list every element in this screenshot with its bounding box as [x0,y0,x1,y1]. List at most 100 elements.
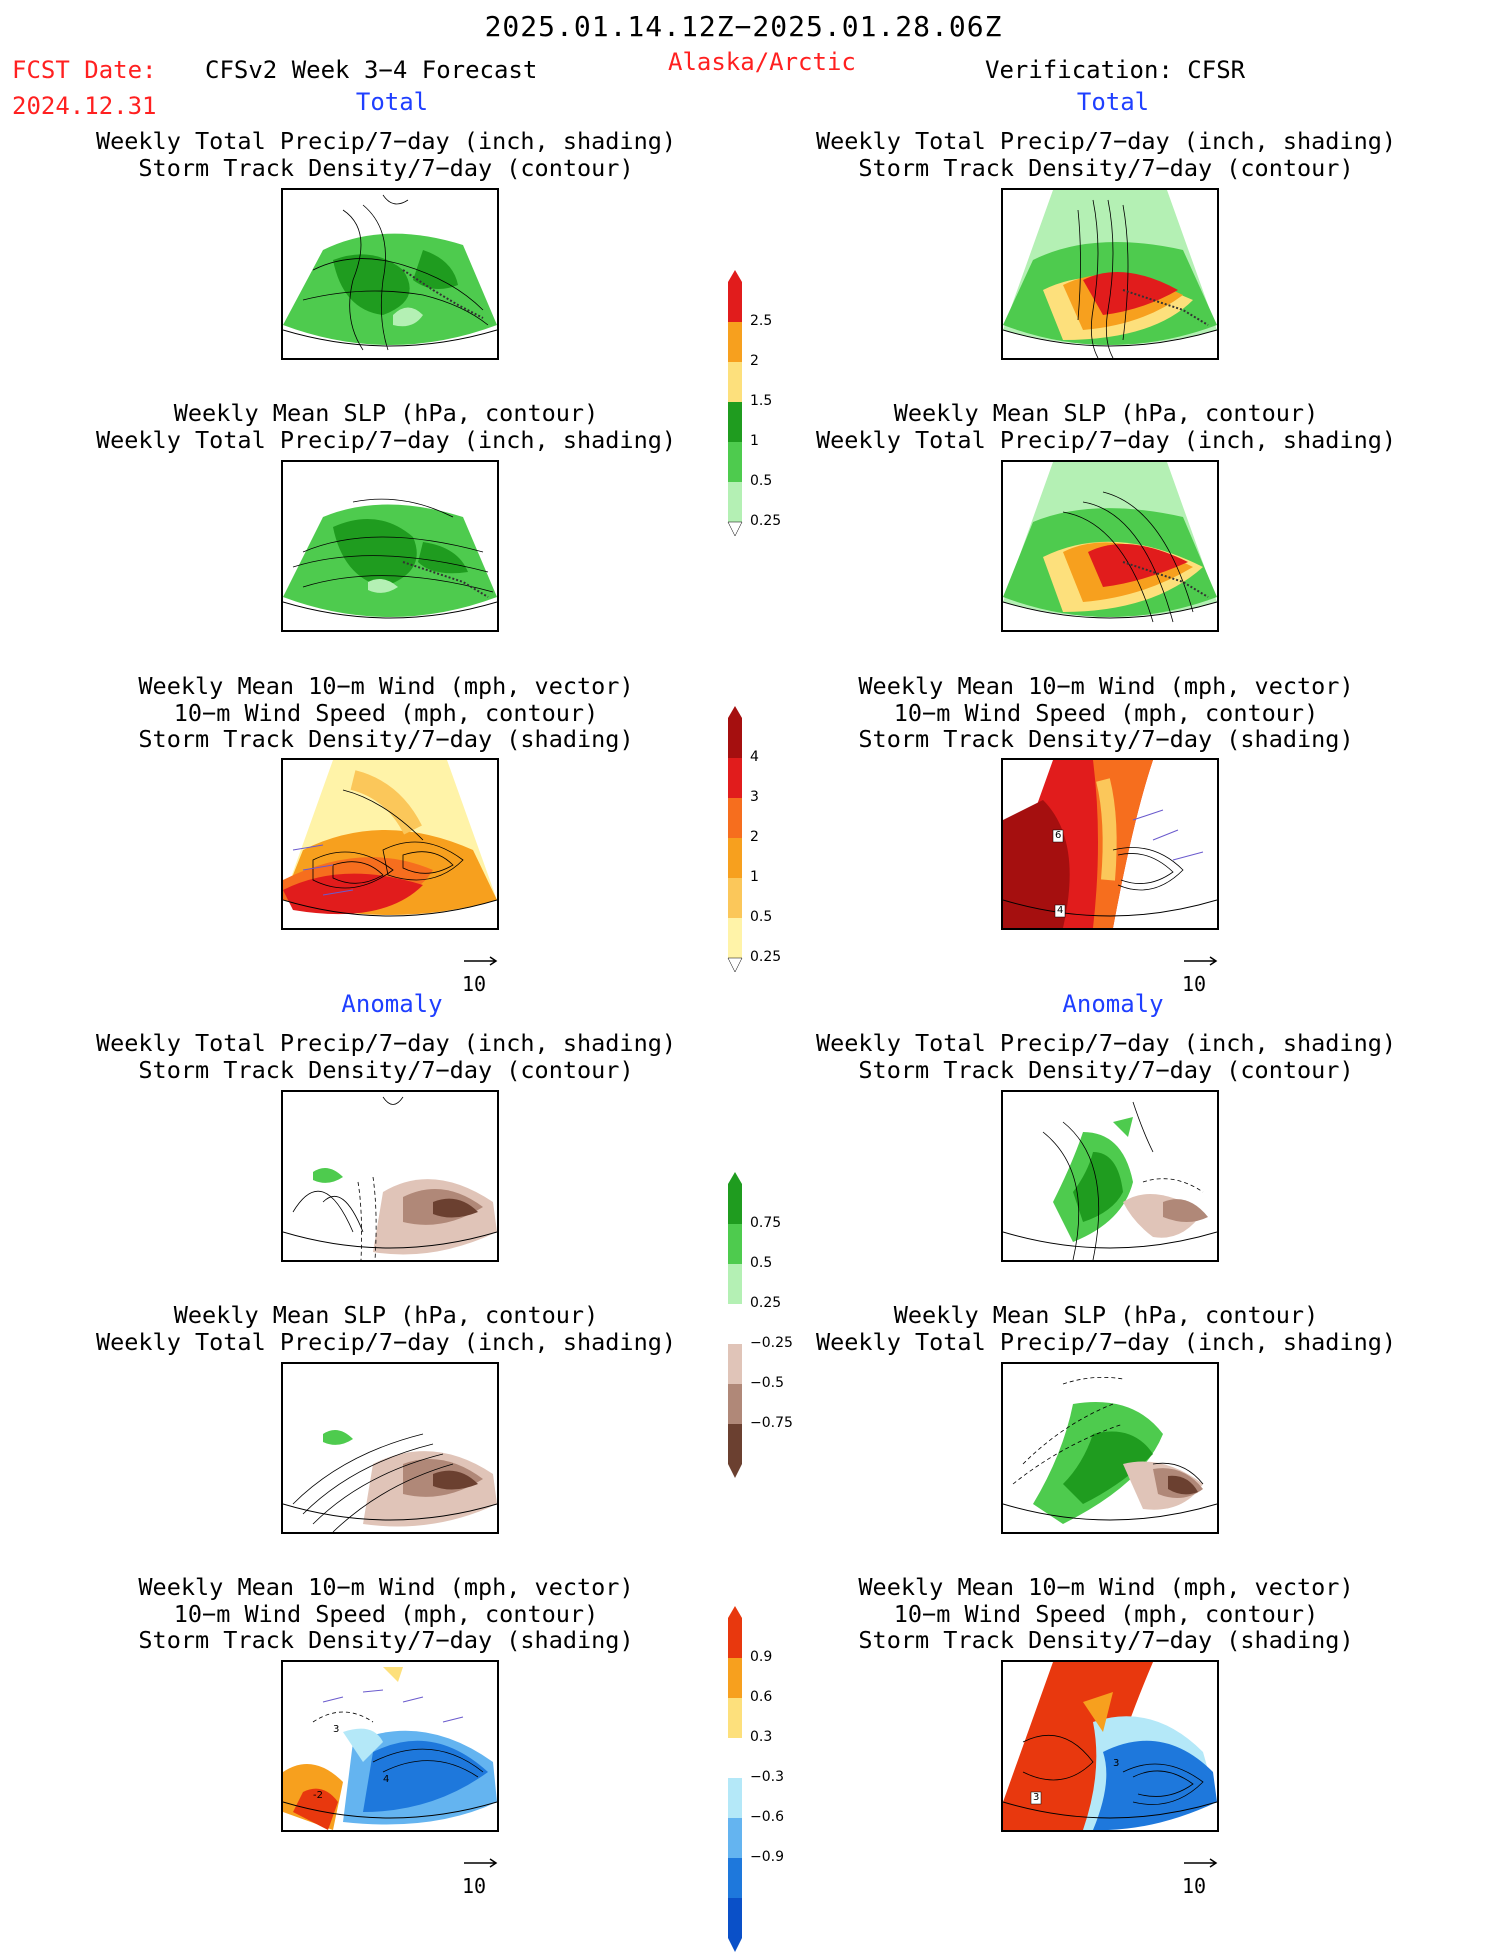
title-line: Weekly Mean SLP (hPa, contour) [173,399,599,427]
vector-reference-value: 10 [1182,1874,1207,1898]
title-line: Weekly Mean 10−m Wind (mph, vector) [858,1573,1354,1601]
section-anomaly-right: Anomaly [1062,990,1164,1018]
colorbar-swatch [728,918,742,958]
map-total-left-precip-storm [281,188,499,360]
colorbar-swatch [728,798,742,838]
colorbar-swatch [728,1658,742,1698]
colorbar-tick-label: 0.5 [750,473,773,489]
title-anom-left-slp-precip: Weekly Mean SLP (hPa, contour) Weekly To… [26,1302,746,1355]
colorbar-swatch [728,1898,742,1938]
title-total-left-wind-storm: Weekly Mean 10−m Wind (mph, vector) 10−m… [26,673,746,753]
region-name: Alaska/Arctic [668,48,856,76]
title-total-right-wind-storm: Weekly Mean 10−m Wind (mph, vector) 10−m… [746,673,1466,753]
colorbar-tick-label: 1.5 [750,393,773,409]
fcst-date-value: 2024.12.31 [12,92,157,120]
colorbar-swatch [728,1778,742,1818]
colorbar-svg [727,270,743,537]
colorbar-tick-label: 4 [750,749,759,765]
title-line: Weekly Mean 10−m Wind (mph, vector) [138,672,634,700]
title-line: Storm Track Density/7−day (contour) [138,153,634,182]
colorbar-tick-label: 1 [750,869,759,885]
colorbar-swatch [728,878,742,918]
title-line: Weekly Mean 10−m Wind (mph, vector) [858,672,1354,700]
vector-reference-value: 10 [1182,972,1207,996]
title-line: Storm Track Density/7−day (contour) [858,153,1354,182]
title-line: Storm Track Density/7−day (shading) [858,1626,1354,1654]
colorbar-swatch [728,402,742,442]
colorbar-tick-label: −0.25 [750,1335,793,1351]
colorbar-tick-label: 2.5 [750,313,773,329]
title-line: Storm Track Density/7−day (contour) [138,1055,634,1084]
colorbar-top-arrow [728,706,742,718]
map-total-left-slp-precip [281,460,499,632]
colorbar-swatch [728,282,742,322]
title-total-left-precip-storm: Weekly Total Precip/7−day (inch, shading… [26,128,746,181]
colorbar-storm-anom: 0.9 0.6 0.3 −0.3 −0.6 −0.9 [720,1606,790,1952]
date-range-title: 2025.01.14.12Z−2025.01.28.06Z [484,10,1003,43]
title-line: Storm Track Density/7−day (contour) [858,1055,1354,1084]
title-line: Weekly Total Precip/7−day (inch, shading… [815,1029,1397,1057]
title-line: Weekly Mean 10−m Wind (mph, vector) [138,1573,634,1601]
title-anom-left-wind-storm: Weekly Mean 10−m Wind (mph, vector) 10−m… [26,1574,746,1654]
colorbar-top-arrow [728,1172,742,1184]
colorbar-swatch [728,482,742,522]
colorbar-swatch [728,838,742,878]
colorbar-tick-label: −0.3 [750,1769,784,1785]
title-line: 10−m Wind Speed (mph, contour) [893,698,1319,727]
fcst-date-label: FCST Date: [12,56,157,84]
contour-label: -2 [313,1790,323,1801]
map-anom-left-slp-precip [281,1362,499,1534]
colorbar-tick-label: 0.75 [750,1215,782,1231]
contour-label: 6 [1055,830,1062,841]
colorbar-storm-total: 4 3 2 1 0.5 0.25 [720,706,790,991]
colorbar-tick-label: 2 [750,353,759,369]
colorbar-swatch [728,1698,742,1738]
section-anomaly-left: Anomaly [341,990,443,1018]
colorbar-swatch [728,1738,742,1778]
vector-reference-anom-left: 10 [462,1850,502,1898]
vector-reference-anom-right: 10 [1182,1850,1222,1898]
verification-label: Verification: CFSR [985,56,1246,84]
title-line: 10−m Wind Speed (mph, contour) [893,1599,1319,1628]
title-line: Weekly Mean SLP (hPa, contour) [173,1301,599,1329]
colorbar-swatch [728,322,742,362]
colorbar-swatch [728,362,742,402]
colorbar-tick-label: 0.25 [750,513,782,529]
colorbar-swatch [728,1858,742,1898]
colorbar-bottom-arrow [727,957,743,973]
map-anom-right-wind-storm: 3 3 [1001,1660,1219,1832]
colorbar-swatch [728,1184,742,1224]
colorbar-tick-label: 1 [750,433,759,449]
colorbar-top-arrow [728,270,742,282]
title-total-right-precip-storm: Weekly Total Precip/7−day (inch, shading… [746,128,1466,181]
colorbar-swatch [728,758,742,798]
title-total-left-slp-precip: Weekly Mean SLP (hPa, contour) Weekly To… [26,400,746,453]
title-line: Weekly Total Precip/7−day (inch, shading… [95,1327,677,1356]
title-anom-right-wind-storm: Weekly Mean 10−m Wind (mph, vector) 10−m… [746,1574,1466,1654]
colorbar-tick-label: 0.9 [750,1649,773,1665]
colorbar-precip-total: 2.5 2 1.5 1 0.5 0.25 [720,270,790,555]
colorbar-tick-label: −0.6 [750,1809,784,1825]
title-line: Weekly Mean SLP (hPa, contour) [893,399,1319,427]
colorbar-svg [727,706,743,973]
colorbar-bottom-arrow [727,521,743,537]
colorbar-tick-label: −0.75 [750,1415,793,1431]
map-total-right-slp-precip [1001,460,1219,632]
section-total-left: Total [355,88,429,116]
title-line: Storm Track Density/7−day (shading) [858,725,1354,753]
map-anom-right-slp-precip [1001,1362,1219,1534]
colorbar-precip-anom: 0.75 0.5 0.25 −0.25 −0.5 −0.75 [720,1172,793,1478]
colorbar-swatch [728,1224,742,1264]
map-total-right-wind-storm: 6 4 [1001,758,1219,930]
title-line: Weekly Mean SLP (hPa, contour) [893,1301,1319,1329]
title-line: Weekly Total Precip/7−day (inch, shading… [95,1029,677,1057]
colorbar-swatch [728,1618,742,1658]
colorbar-bottom-arrow [728,1464,742,1478]
colorbar-swatch [728,1818,742,1858]
title-total-right-slp-precip: Weekly Mean SLP (hPa, contour) Weekly To… [746,400,1466,453]
colorbar-swatch [728,1424,742,1464]
title-line: Storm Track Density/7−day (shading) [138,1626,634,1654]
title-anom-right-slp-precip: Weekly Mean SLP (hPa, contour) Weekly To… [746,1302,1466,1355]
title-line: Weekly Total Precip/7−day (inch, shading… [95,425,677,454]
colorbar-swatch [728,1384,742,1424]
